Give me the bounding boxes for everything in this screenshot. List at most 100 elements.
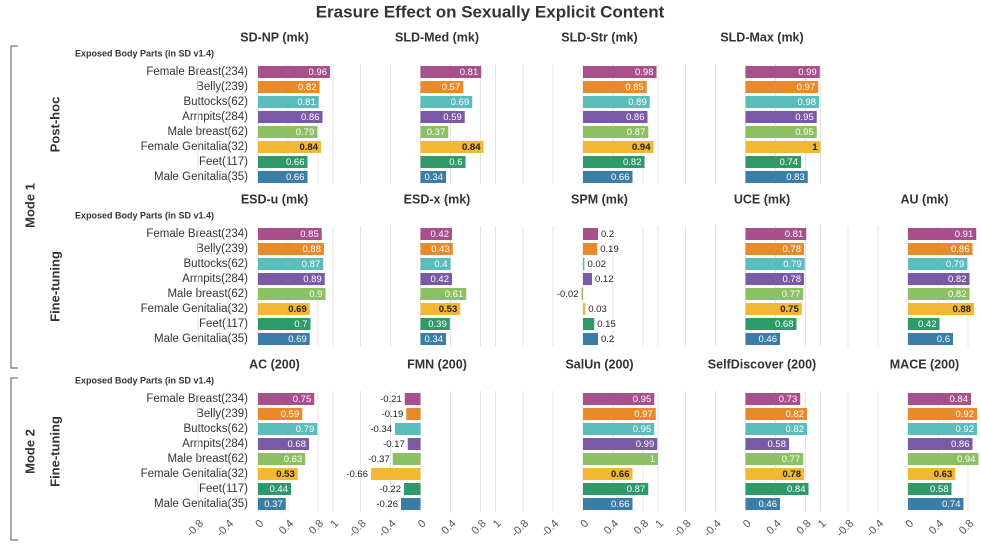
x-tick-label: 1 <box>978 518 981 531</box>
value-label: 0.81 <box>460 67 479 78</box>
bar <box>908 483 952 495</box>
value-label: 0.69 <box>288 304 307 315</box>
x-tick-label: -0.8 <box>672 518 694 540</box>
bar <box>583 483 649 495</box>
category-label: Belly(239) <box>196 81 248 93</box>
value-label: -0.22 <box>379 484 401 495</box>
value-label: 0.89 <box>628 97 647 108</box>
value-label: 0.4 <box>434 259 447 270</box>
bar <box>420 171 446 183</box>
value-label: -0.34 <box>370 424 392 435</box>
value-label: 0.69 <box>288 334 307 345</box>
bar <box>420 66 482 78</box>
value-label: 0.98 <box>798 97 817 108</box>
bar <box>404 393 421 405</box>
bar <box>420 333 446 345</box>
x-tick-label: 0.8 <box>469 518 488 537</box>
bar <box>908 288 970 300</box>
bar <box>258 333 310 345</box>
x-tick-label: 0 <box>903 518 916 531</box>
value-label: 0.53 <box>439 304 458 315</box>
value-label: 1 <box>650 454 655 465</box>
bar <box>392 453 421 465</box>
mode-bracket <box>10 45 18 369</box>
bar <box>583 171 633 183</box>
value-label: 0.85 <box>625 82 644 93</box>
value-label: 0.6 <box>449 157 462 168</box>
bar <box>583 126 649 138</box>
bar <box>407 438 421 450</box>
x-tick-label: -0.4 <box>864 518 886 540</box>
bar <box>258 96 319 108</box>
value-label: 0.66 <box>611 499 630 510</box>
value-label: 0.61 <box>445 289 464 300</box>
bar <box>745 483 809 495</box>
value-label: 0.81 <box>297 97 316 108</box>
x-tick-label: 1 <box>816 518 829 531</box>
x-tick-label: 0 <box>578 518 591 531</box>
value-label: 0.74 <box>942 499 961 510</box>
x-tick-label: -0.8 <box>184 518 206 540</box>
value-label: 0.63 <box>934 469 953 480</box>
panel-title: SD-NP (mk) <box>240 30 309 44</box>
value-label: 0.44 <box>270 484 289 495</box>
bar <box>258 498 286 510</box>
value-label: 0.34 <box>425 334 444 345</box>
value-label: 0.59 <box>443 112 462 123</box>
bar <box>258 288 326 300</box>
value-label: 0.81 <box>785 229 804 240</box>
bar <box>745 498 780 510</box>
value-label: 0.88 <box>953 304 972 315</box>
bar <box>581 288 583 300</box>
bar <box>908 393 971 405</box>
value-label: 0.79 <box>946 259 965 270</box>
value-label: 0.46 <box>759 499 778 510</box>
bar <box>908 258 968 270</box>
bar <box>745 288 804 300</box>
bar <box>420 96 473 108</box>
bar <box>745 273 804 285</box>
bar <box>745 81 819 93</box>
category-label: Belly(239) <box>196 408 248 420</box>
bar <box>908 468 956 480</box>
bar <box>258 273 325 285</box>
value-label: 0.83 <box>786 172 805 183</box>
value-label: 0.85 <box>300 229 319 240</box>
value-label: -0.19 <box>382 409 404 420</box>
bar <box>258 243 324 255</box>
value-label: -0.02 <box>557 289 579 300</box>
category-label: Female Breast(234) <box>146 66 248 78</box>
bar <box>420 303 461 315</box>
value-label: 0.42 <box>431 229 450 240</box>
bar <box>420 111 465 123</box>
bar <box>258 453 306 465</box>
y-axis-title: Exposed Body Parts (in SD v1.4) <box>75 375 214 385</box>
bar <box>420 156 466 168</box>
bar <box>258 318 311 330</box>
bar <box>583 258 585 270</box>
category-label: Armpits(284) <box>182 438 248 450</box>
mode-bracket <box>10 377 18 541</box>
value-label: 0.95 <box>633 394 652 405</box>
bar <box>745 228 807 240</box>
category-label: Male breast(62) <box>167 453 248 465</box>
bar <box>908 303 974 315</box>
bar <box>583 333 598 345</box>
category-label: Male Genitalia(35) <box>154 171 248 183</box>
value-label: 0.75 <box>293 394 312 405</box>
bar <box>583 423 655 435</box>
panel-title: SalUn (200) <box>565 357 633 371</box>
value-label: 0.89 <box>303 274 322 285</box>
bar <box>583 393 655 405</box>
value-label: 0.74 <box>780 157 799 168</box>
panel-title: SelfDiscover (200) <box>708 357 816 371</box>
bar <box>258 468 298 480</box>
bar <box>745 453 804 465</box>
category-label: Feet(117) <box>199 156 248 168</box>
category-label: Armpits(284) <box>182 273 248 285</box>
bar <box>258 483 291 495</box>
x-tick-label: 0.4 <box>277 518 296 537</box>
bar <box>745 111 817 123</box>
bar <box>908 453 979 465</box>
value-label: 0.34 <box>425 172 444 183</box>
